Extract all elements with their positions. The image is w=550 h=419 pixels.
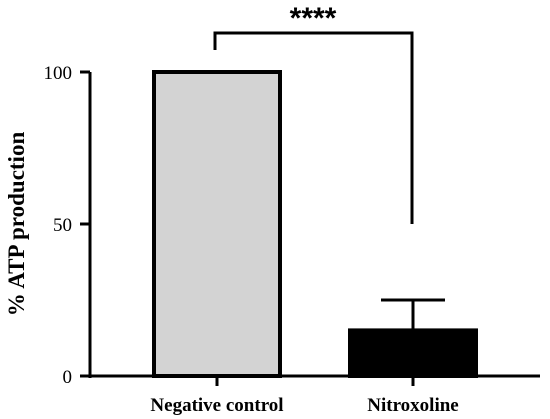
y-axis-title: % ATP production — [4, 132, 29, 317]
y-tick-label-50: 50 — [53, 215, 72, 236]
y-axis: 100 50 0 % ATP production — [4, 63, 92, 388]
y-tick-label-0: 0 — [63, 367, 73, 388]
significance-label: **** — [290, 2, 337, 35]
significance-bracket-line — [213, 31, 414, 224]
y-tick-label-100: 100 — [44, 63, 73, 84]
bars — [152, 70, 478, 378]
bar-nitroxoline — [348, 328, 478, 378]
x-category-label-nitroxoline: Nitroxoline — [367, 395, 458, 416]
x-axis: Negative control Nitroxoline — [88, 374, 540, 416]
significance-bracket: **** — [213, 2, 414, 224]
x-category-label-negative-control: Negative control — [150, 395, 283, 416]
bar-negative-control — [152, 70, 282, 378]
